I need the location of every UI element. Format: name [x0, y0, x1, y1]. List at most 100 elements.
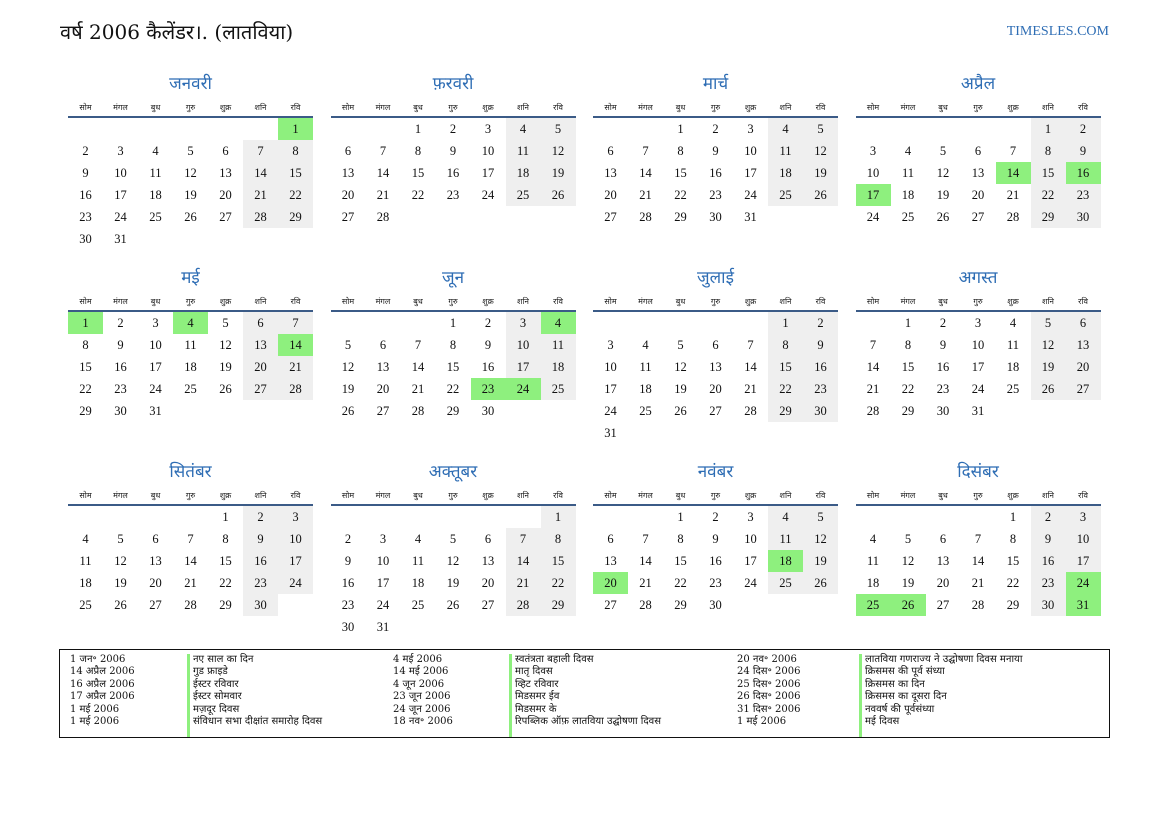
day-cell: 20	[219, 188, 232, 202]
weekday-label: मंगल	[113, 103, 128, 112]
weekday-label: सोम	[79, 103, 92, 112]
empty-cell	[68, 506, 103, 528]
day-cell: 22	[411, 188, 425, 202]
empty-cell	[628, 506, 663, 528]
weekday-label: शुक्र	[482, 103, 494, 112]
holiday-day-cell: 4	[173, 312, 208, 334]
day-cell: 22	[540, 572, 576, 594]
empty-cell	[68, 118, 103, 140]
day-cell: 28	[243, 206, 278, 228]
month-calendar: अप्रैल सोम मंगल बुध गुरु शुक्र शनि रवि 1 2 3 4 5 6 7 8 9…	[855, 70, 1101, 264]
holiday-name: मिडसमर के	[515, 703, 557, 715]
month-calendar: फ़रवरी सोम मंगल बुध गुरु शुक्र शनि रवि 1 2 3 4 5 6 7 8 9…	[330, 70, 576, 264]
day-cell: 31	[971, 404, 985, 418]
day-cell: 24	[744, 188, 757, 202]
day-cell: 4	[1009, 316, 1017, 330]
day-cell: 17	[114, 188, 127, 202]
weekday-header: सोम मंगल बुध गुरु शुक्र शनि रवि	[593, 98, 838, 118]
day-cell: 22	[219, 576, 232, 590]
day-cell: 8	[1030, 140, 1066, 162]
day-cell: 28	[639, 598, 652, 612]
day-cell: 1	[1009, 510, 1017, 524]
weekday-label: गुरु	[185, 491, 196, 500]
day-cell: 27	[1065, 378, 1101, 400]
day-cell: 17	[1065, 550, 1101, 572]
weekday-label: रवि	[815, 491, 826, 500]
day-cell: 14	[866, 360, 880, 374]
empty-cell	[138, 506, 173, 528]
day-cell: 16	[936, 360, 950, 374]
day-cell: 8	[82, 338, 89, 352]
day-cell: 17	[744, 554, 757, 568]
month-name: सितंबर	[169, 462, 212, 482]
weekday-label: बुध	[938, 103, 948, 112]
month-calendar: अगस्त सोम मंगल बुध गुरु शुक्र शनि रवि 1 2 3 4 5 6 7 8 9 1…	[855, 264, 1101, 458]
empty-cell	[331, 118, 366, 140]
holiday-day-cell: 17	[855, 184, 891, 206]
day-cell: 19	[540, 162, 576, 184]
day-cell: 31	[744, 210, 757, 224]
month-calendar: अक्तूबर सोम मंगल बुध गुरु शुक्र शनि रवि 1 2 3 4 5 6 7 8…	[330, 458, 576, 652]
day-cell: 30	[341, 620, 355, 634]
holiday-name: क्रिसमस का दिन	[865, 678, 925, 690]
weekday-label: रवि	[815, 103, 826, 112]
empty-cell	[628, 118, 663, 140]
day-cell: 7	[278, 312, 313, 334]
day-cell: 29	[446, 404, 460, 418]
day-cell: 22	[278, 184, 313, 206]
day-cell: 24	[278, 572, 313, 594]
day-cell: 24	[149, 382, 162, 396]
day-cell: 10	[278, 528, 313, 550]
empty-cell	[663, 312, 698, 334]
day-cell: 25	[639, 404, 652, 418]
weekday-label: सोम	[604, 103, 617, 112]
day-cell: 12	[114, 554, 127, 568]
day-cell: 11	[149, 166, 162, 180]
day-cell: 2	[117, 316, 124, 330]
empty-cell	[436, 506, 471, 528]
day-cell: 9	[1030, 528, 1066, 550]
day-cell: 11	[79, 554, 92, 568]
days-grid: 1 2 3 4 5 6 7 8 9 10 11 12 13 14 15 16 17 18 19 20 21 22 23 24 2…	[68, 118, 313, 250]
month-name: नवंबर	[697, 462, 734, 482]
month-name: दिसंबर	[957, 462, 999, 482]
day-cell: 21	[278, 356, 313, 378]
site-link[interactable]: TIMESLES.COM	[1006, 24, 1109, 39]
day-cell: 28	[376, 210, 390, 224]
day-cell: 29	[278, 206, 313, 228]
holiday-dates: 20 नव॰ 2006 24 दिस॰ 2006 25 दिस॰ 2006 26 दि…	[737, 654, 855, 737]
holiday-names: स्वतंत्रता बहाली दिवस मातृ दिवस व्हिट रविव…	[509, 654, 737, 737]
holiday-name: रिपब्लिक ऑफ़ लातविया उद्घोषणा दिवस	[515, 716, 661, 728]
weekday-label: मंगल	[375, 297, 391, 306]
weekday-label: रवि	[1078, 491, 1088, 500]
day-cell: 6	[712, 338, 719, 352]
empty-cell	[331, 506, 366, 528]
weekday-header: सोम मंगल बुध गुरु शुक्र शनि रवि	[330, 292, 576, 312]
day-cell: 5	[677, 338, 684, 352]
weekday-label: बुध	[150, 103, 161, 112]
day-cell: 17	[481, 166, 495, 180]
day-cell: 3	[152, 316, 159, 330]
day-cell: 12	[446, 554, 460, 568]
day-cell: 23	[446, 188, 460, 202]
day-cell: 30	[243, 594, 278, 616]
day-cell: 7	[974, 532, 982, 546]
weekday-label: सोम	[866, 103, 880, 112]
holiday-day-cell: 31	[1065, 594, 1101, 616]
month-name: फ़रवरी	[432, 74, 474, 94]
day-cell: 21	[971, 576, 985, 590]
day-cell: 12	[803, 140, 838, 162]
day-cell: 11	[639, 360, 652, 374]
weekday-header: सोम मंगल बुध गुरु शुक्र शनि रवि	[68, 292, 313, 312]
empty-cell	[593, 312, 628, 334]
day-cell: 28	[866, 404, 880, 418]
day-cell: 9	[712, 144, 719, 158]
holiday-day-cell: 24	[505, 378, 541, 400]
days-grid: 1 2 3 4 5 6 7 8 9 10 11 12 13 14 15 16 17 18 19 20 21 22 23 24 2…	[331, 312, 576, 422]
day-cell: 6	[222, 144, 229, 158]
weekday-label: शनि	[517, 297, 529, 306]
day-cell: 1	[1030, 118, 1066, 140]
empty-cell	[961, 118, 996, 140]
day-cell: 16	[341, 576, 355, 590]
day-cell: 15	[540, 550, 576, 572]
